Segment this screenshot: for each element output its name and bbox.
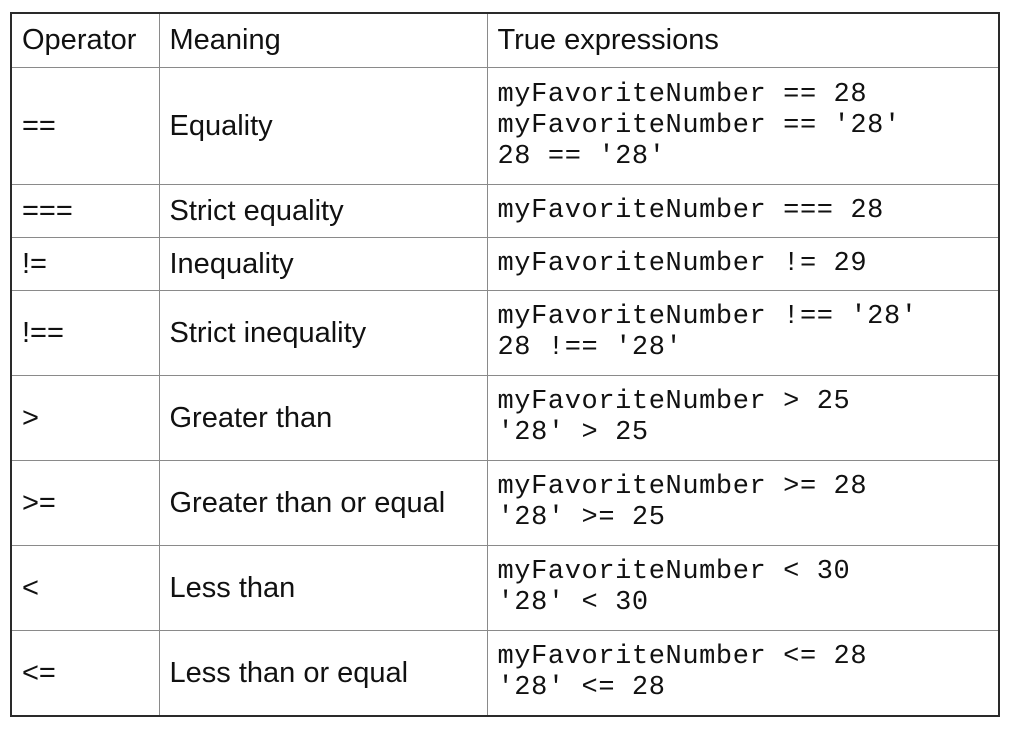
expression-line: myFavoriteNumber == '28' xyxy=(497,110,901,141)
meaning-cell: Equality xyxy=(158,67,488,185)
expression-line: myFavoriteNumber == 28 xyxy=(497,79,868,110)
expression-line: '28' >= 25 xyxy=(497,503,666,533)
expressions-cell: myFavoriteNumber === 28 xyxy=(486,184,1000,238)
expression-line: '28' < 30 xyxy=(497,588,649,618)
header-operator: Operator xyxy=(10,12,160,68)
table-row: === Strict equality myFavoriteNumber ===… xyxy=(10,184,1000,238)
operator-cell: == xyxy=(10,67,160,185)
operator-cell: > xyxy=(10,375,160,461)
operator-cell: !== xyxy=(10,290,160,376)
operator-cell: >= xyxy=(10,460,160,546)
expressions-cell: myFavoriteNumber < 30'28' < 30 xyxy=(486,545,1000,631)
expression-line: myFavoriteNumber <= 28 xyxy=(497,642,868,672)
expression-line: myFavoriteNumber > 25 xyxy=(497,387,851,417)
expression-line: '28' > 25 xyxy=(497,418,649,448)
table-row: > Greater than myFavoriteNumber > 25'28'… xyxy=(10,375,1000,461)
meaning-cell: Inequality xyxy=(158,237,488,291)
meaning-cell: Greater than or equal xyxy=(158,460,488,546)
expressions-cell: myFavoriteNumber > 25'28' > 25 xyxy=(486,375,1000,461)
expression-line: '28' <= 28 xyxy=(497,673,666,703)
table-header-row: Operator Meaning True expressions xyxy=(10,12,1000,68)
expression-line: 28 !== '28' xyxy=(497,333,683,363)
expressions-cell: myFavoriteNumber <= 28'28' <= 28 xyxy=(486,630,1000,717)
expression-line: myFavoriteNumber >= 28 xyxy=(497,472,868,502)
operator-cell: != xyxy=(10,237,160,291)
meaning-cell: Less than xyxy=(158,545,488,631)
table-row: <= Less than or equal myFavoriteNumber <… xyxy=(10,630,1000,717)
expression-line: myFavoriteNumber !== '28' xyxy=(497,302,918,332)
comparison-operators-table: Operator Meaning True expressions == Equ… xyxy=(10,12,1000,717)
header-true-expressions: True expressions xyxy=(486,12,1000,68)
table-row: == Equality myFavoriteNumber == 28 myFavo… xyxy=(10,67,1000,185)
meaning-cell: Strict inequality xyxy=(158,290,488,376)
meaning-cell: Less than or equal xyxy=(158,630,488,717)
expression-line: myFavoriteNumber === 28 xyxy=(497,195,884,226)
expressions-cell: myFavoriteNumber !== '28' 28 !== '28' xyxy=(486,290,1000,376)
expressions-cell: myFavoriteNumber != 29 xyxy=(486,237,1000,291)
header-meaning: Meaning xyxy=(158,12,488,68)
expression-line: myFavoriteNumber < 30 xyxy=(497,557,851,587)
expression-line: 28 == '28' xyxy=(497,141,666,172)
expression-line: myFavoriteNumber != 29 xyxy=(497,248,868,279)
table-row: >= Greater than or equal myFavoriteNumbe… xyxy=(10,460,1000,546)
meaning-cell: Greater than xyxy=(158,375,488,461)
operator-cell: <= xyxy=(10,630,160,717)
expressions-cell: myFavoriteNumber >= 28'28' >= 25 xyxy=(486,460,1000,546)
operator-cell: < xyxy=(10,545,160,631)
table-row: != Inequality myFavoriteNumber != 29 xyxy=(10,237,1000,291)
meaning-cell: Strict equality xyxy=(158,184,488,238)
table-row: < Less than myFavoriteNumber < 30'28' < … xyxy=(10,545,1000,631)
table-row: !== Strict inequality myFavoriteNumber !… xyxy=(10,290,1000,376)
operator-cell: === xyxy=(10,184,160,238)
expressions-cell: myFavoriteNumber == 28 myFavoriteNumber =… xyxy=(486,67,1000,185)
